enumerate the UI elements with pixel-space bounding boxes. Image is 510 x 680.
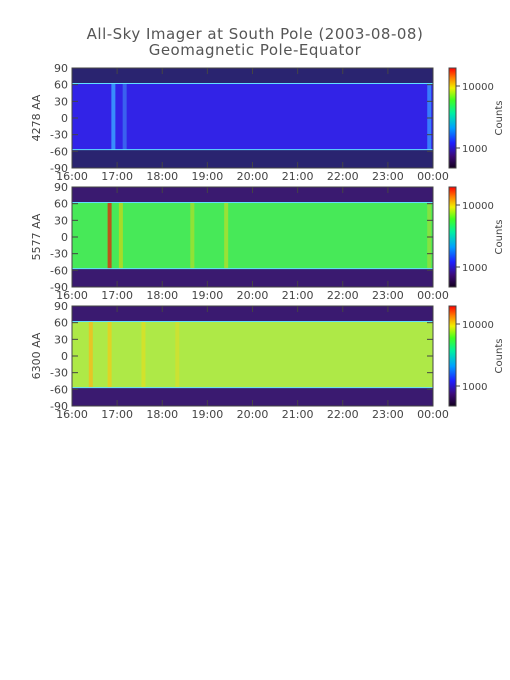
stripe-5 bbox=[427, 202, 432, 269]
y-tick-label: 0 bbox=[61, 350, 68, 363]
stripe-2 bbox=[107, 321, 112, 388]
x-tick-label: 00:00 bbox=[417, 408, 449, 421]
y-tick-label: 0 bbox=[61, 231, 68, 244]
colorbar bbox=[449, 306, 456, 406]
x-tick-label: 16:00 bbox=[56, 408, 88, 421]
field-of-view-band bbox=[72, 83, 433, 150]
stripe-4 bbox=[224, 202, 229, 269]
x-tick-label: 19:00 bbox=[192, 170, 224, 183]
stripe-3 bbox=[427, 83, 432, 150]
y-tick-label: 0 bbox=[61, 112, 68, 125]
x-tick-label: 21:00 bbox=[282, 289, 314, 302]
y-tick-label: -30 bbox=[50, 129, 68, 142]
x-tick-label: 17:00 bbox=[101, 408, 133, 421]
colorbar bbox=[449, 68, 456, 168]
x-tick-label: 21:00 bbox=[282, 170, 314, 183]
stripe-1 bbox=[111, 83, 116, 150]
x-tick-label: 16:00 bbox=[56, 289, 88, 302]
stripe-4 bbox=[175, 321, 180, 388]
y-axis-label: 6300 AA bbox=[30, 332, 43, 379]
y-tick-label: 90 bbox=[54, 300, 68, 313]
colorbar-frame bbox=[448, 305, 457, 407]
colorbar-tick-label: 10000 bbox=[462, 201, 494, 212]
colorbar-tick-label: 1000 bbox=[462, 382, 487, 393]
colorbar-tick-label: 10000 bbox=[462, 82, 494, 93]
y-tick-label: -90 bbox=[50, 400, 68, 413]
y-tick-label: -60 bbox=[50, 145, 68, 158]
x-tick-label: 18:00 bbox=[146, 289, 178, 302]
stripe-2 bbox=[118, 202, 123, 269]
y-axis-label: 4278 AA bbox=[30, 94, 43, 141]
colorbar bbox=[449, 187, 456, 287]
band-shading bbox=[72, 321, 433, 388]
stripe-2 bbox=[122, 83, 127, 150]
x-tick-label: 23:00 bbox=[372, 289, 404, 302]
y-tick-label: 90 bbox=[54, 62, 68, 75]
colorbar-label: Counts bbox=[494, 101, 505, 136]
x-tick-label: 18:00 bbox=[146, 170, 178, 183]
y-tick-label: 60 bbox=[54, 198, 68, 211]
x-tick-label: 23:00 bbox=[372, 170, 404, 183]
colorbar-tick-label: 1000 bbox=[462, 144, 487, 155]
x-tick-label: 00:00 bbox=[417, 170, 449, 183]
x-tick-label: 22:00 bbox=[327, 289, 359, 302]
y-axis-label: 5577 AA bbox=[30, 213, 43, 260]
x-tick-label: 16:00 bbox=[56, 170, 88, 183]
y-tick-label: 60 bbox=[54, 317, 68, 330]
x-tick-label: 22:00 bbox=[327, 408, 359, 421]
y-tick-label: -60 bbox=[50, 264, 68, 277]
colorbar-frame bbox=[448, 186, 457, 288]
x-tick-label: 19:00 bbox=[192, 408, 224, 421]
y-tick-label: 30 bbox=[54, 214, 68, 227]
x-tick-label: 20:00 bbox=[237, 408, 269, 421]
y-tick-label: 30 bbox=[54, 95, 68, 108]
band-shading bbox=[72, 83, 433, 150]
x-tick-label: 20:00 bbox=[237, 170, 269, 183]
chart-title: All-Sky Imager at South Pole (2003-08-08… bbox=[86, 25, 424, 43]
y-tick-label: -60 bbox=[50, 383, 68, 396]
colorbar-frame bbox=[448, 67, 457, 169]
stripe-1 bbox=[88, 321, 93, 388]
y-tick-label: -30 bbox=[50, 248, 68, 261]
stripe-3 bbox=[141, 321, 146, 388]
y-tick-label: 60 bbox=[54, 79, 68, 92]
field-of-view-band bbox=[72, 202, 433, 269]
x-tick-label: 23:00 bbox=[372, 408, 404, 421]
x-tick-label: 22:00 bbox=[327, 170, 359, 183]
band-shading bbox=[72, 202, 433, 269]
y-tick-label: -30 bbox=[50, 367, 68, 380]
x-tick-label: 20:00 bbox=[237, 289, 269, 302]
colorbar-label: Counts bbox=[494, 220, 505, 255]
x-tick-label: 17:00 bbox=[101, 170, 133, 183]
colorbar-tick-label: 10000 bbox=[462, 320, 494, 331]
field-of-view-band bbox=[72, 321, 433, 388]
y-tick-label: 30 bbox=[54, 333, 68, 346]
x-tick-label: 00:00 bbox=[417, 289, 449, 302]
x-tick-label: 18:00 bbox=[146, 408, 178, 421]
x-tick-label: 19:00 bbox=[192, 289, 224, 302]
x-tick-label: 21:00 bbox=[282, 408, 314, 421]
colorbar-label: Counts bbox=[494, 339, 505, 374]
x-tick-label: 17:00 bbox=[101, 289, 133, 302]
colorbar-tick-label: 1000 bbox=[462, 263, 487, 274]
stripe-1 bbox=[107, 202, 112, 269]
chart-subtitle: Geomagnetic Pole-Equator bbox=[148, 41, 362, 59]
y-tick-label: 90 bbox=[54, 181, 68, 194]
stripe-3 bbox=[190, 202, 195, 269]
y-tick-label: -90 bbox=[50, 281, 68, 294]
y-tick-label: -90 bbox=[50, 162, 68, 175]
